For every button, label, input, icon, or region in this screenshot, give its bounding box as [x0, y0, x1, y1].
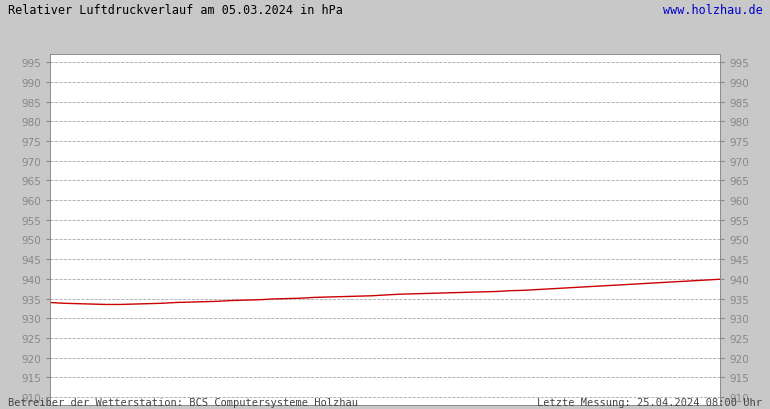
Text: Letzte Messung: 25.04.2024 08:00 Uhr: Letzte Messung: 25.04.2024 08:00 Uhr	[537, 397, 762, 407]
Text: www.holzhau.de: www.holzhau.de	[662, 4, 762, 17]
Text: Relativer Luftdruckverlauf am 05.03.2024 in hPa: Relativer Luftdruckverlauf am 05.03.2024…	[8, 4, 343, 17]
Text: Betreiber der Wetterstation: BCS Computersysteme Holzhau: Betreiber der Wetterstation: BCS Compute…	[8, 397, 358, 407]
